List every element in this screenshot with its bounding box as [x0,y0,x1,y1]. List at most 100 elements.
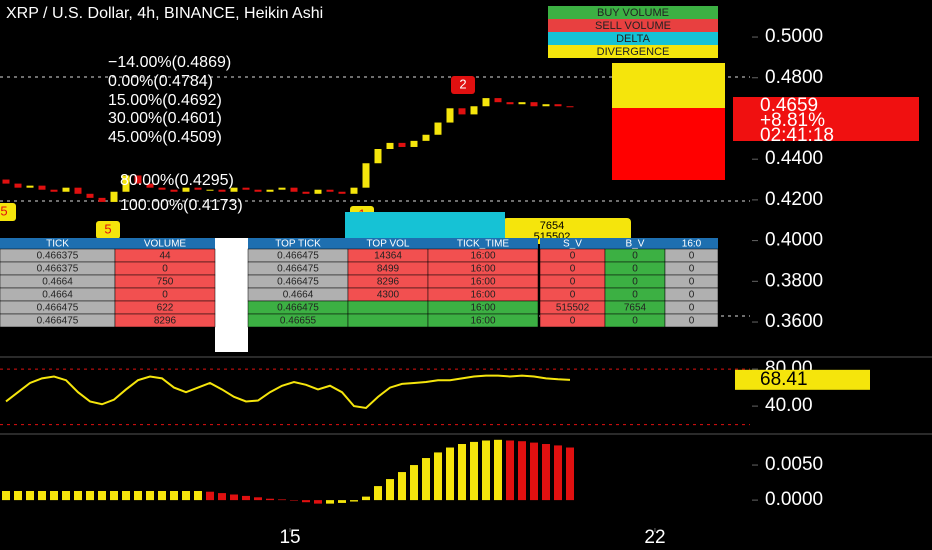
y-tick-label: 0.3800 [765,270,823,291]
candle-body [554,104,562,107]
histogram-bar [362,496,370,501]
last-value-label: 68.41 [760,369,808,390]
histogram-bar [110,491,118,501]
candle-body [230,187,238,192]
table-cell-text: 8499 [377,264,400,275]
candle-body [518,102,526,105]
histogram-bar [338,500,346,503]
table-cell-text: 8296 [377,277,400,288]
table-cell-text: 0.466375 [37,251,79,262]
histogram-bar [218,493,226,501]
histogram-bar [542,444,550,501]
histogram-bar [314,500,322,504]
table-cell-text: 0.466475 [277,251,319,262]
y-tick-label: 0.4200 [765,189,823,210]
histogram-bar [494,439,502,501]
legend-label: SELL VOLUME [595,20,671,32]
table-cell-text: 16:00 [470,264,495,275]
fib-label: 15.00%(0.4692) [108,92,222,109]
histogram-bar [134,491,142,501]
candle-body [14,183,22,188]
signal-badge-label: 2 [459,76,466,91]
divergence-bottom [612,108,725,180]
table-cell-text: 16:00 [470,251,495,262]
table-cell-text: 622 [157,303,174,314]
y-tick-label: 0.0050 [765,454,823,475]
y-tick-label: 0.4400 [765,148,823,169]
table-cell-text: 0.466475 [277,264,319,275]
candle-body [458,108,466,115]
table-header: TICK [46,239,69,250]
table-cell-text: 16:00 [470,277,495,288]
legend-swatch [548,32,718,45]
table-cell [664,313,719,328]
oscillator-line [5,374,571,410]
table-cell-text: 16:00 [470,290,495,301]
table-cell-text: 0.466475 [37,303,79,314]
histogram-bar [446,447,454,501]
table-cell-text: 0 [162,290,168,301]
price-label: 0.4659 [760,95,818,116]
histogram-bar [458,444,466,501]
histogram-bar [26,491,34,501]
table-header: TOP TICK [275,239,321,250]
table-header: 16:0 [682,239,702,250]
histogram-bar [554,445,562,501]
histogram-bar [170,491,178,501]
table-cell-text: 0 [689,264,695,275]
table-cell-text: 0.466375 [37,264,79,275]
table-cell-text: 0.4664 [42,277,73,288]
table-header-cell [428,238,538,249]
candle-body [50,189,58,192]
table-header: TICK_TIME [457,239,510,250]
fib-label: −14.00%(0.4869) [108,54,231,71]
candle-body [494,98,502,103]
candle-body [482,98,490,107]
histogram-bar [206,491,214,501]
candle-body [566,106,574,108]
candle-body [254,189,262,192]
y-tick-label: 0.4800 [765,67,823,88]
table-cell-text: 0 [689,251,695,262]
price-label: +8.81% [760,110,825,131]
table-gap [215,238,248,352]
histogram-bar [302,500,310,503]
histogram-bar [506,440,514,501]
table-cell-text: 0.466475 [37,316,79,327]
y-tick-label: 0.0000 [765,489,823,510]
candle-body [146,183,154,188]
table-cell-text: 0 [570,290,576,301]
y-tick-label: 40.00 [765,395,813,416]
histogram-bar [422,458,430,501]
histogram-bar [254,497,262,501]
table-cell-text: 0 [632,316,638,327]
candle-body [290,187,298,192]
volume-badge-label: 7654 [540,220,564,232]
histogram-bar [74,491,82,501]
histogram-bar [290,500,298,501]
candle-body [302,191,310,194]
table-header-cell [248,238,348,249]
candle-body [194,187,202,190]
candle-body [350,187,358,194]
histogram-bar [98,491,106,501]
volume-badge [503,218,631,244]
histogram-bar [158,491,166,501]
legend-swatch [548,6,718,19]
table-header-cell [665,238,718,249]
table-header-cell [0,238,115,249]
table-cell-text: 4300 [377,290,400,301]
candle-body [386,142,394,150]
table-cell-text: 0 [570,277,576,288]
table-cell-text: 0 [570,316,576,327]
x-tick-label: 22 [644,527,665,548]
table-cell-text: 0 [162,264,168,275]
table-cell-text: 0 [689,277,695,288]
table-cell-text: 14364 [374,251,402,262]
table-cell [114,313,216,328]
histogram-bar [518,441,526,501]
histogram-bar [326,500,334,504]
table-cell-text: 16:00 [470,303,495,314]
table-cell-text: 8296 [154,316,177,327]
histogram-bar [2,491,10,501]
